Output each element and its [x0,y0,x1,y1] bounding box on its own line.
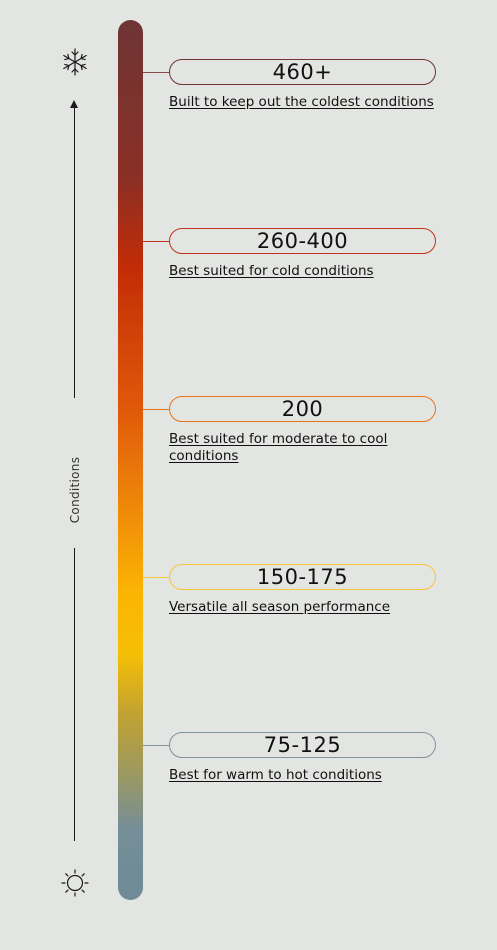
tier-badge-460: 460+ [169,59,436,85]
connector-tier-150 [143,577,170,578]
connector-tier-460 [143,72,170,73]
snowflake-icon [63,48,87,76]
tier-badge-75: 75-125 [169,732,436,758]
sun-icon [61,869,89,897]
connector-tier-75 [143,745,170,746]
axis-label: Conditions [68,456,82,524]
connector-tier-200 [143,409,170,410]
axis-line-bottom [74,548,75,841]
tier-link-150[interactable]: Versatile all season performance [169,599,391,615]
tier-badge-260: 260-400 [169,228,436,254]
tier-link-200[interactable]: Best suited for moderate to cool conditi… [169,431,388,464]
tier-link-75[interactable]: Best for warm to hot conditions [169,767,382,783]
connector-tier-260 [143,241,170,242]
tier-link-260[interactable]: Best suited for cold conditions [169,263,374,279]
axis-line-top [74,104,75,398]
tier-badge-150: 150-175 [169,564,436,590]
tier-badge-200: 200 [169,396,436,422]
temperature-gradient-bar [118,20,143,900]
tier-link-460[interactable]: Built to keep out the coldest conditions [169,94,434,110]
